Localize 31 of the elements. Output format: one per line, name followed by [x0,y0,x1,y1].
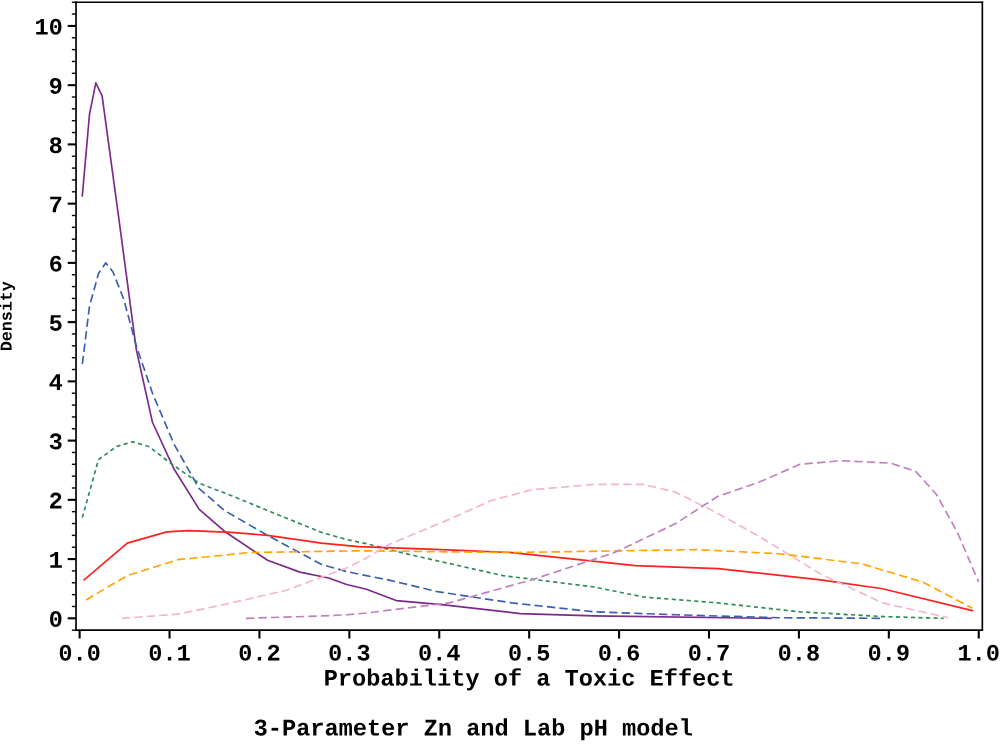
x-tick-label: 0.5 [509,644,550,661]
text: 3-Parameter Zn and Lab pH model [254,718,692,741]
x-axis-title: Probability of a Toxic Effect [325,668,733,691]
x-tick-label: 0.3 [329,644,370,661]
x-tick-label: 1.0 [959,644,999,661]
y-tick-label: 7 [50,196,62,213]
line-series [81,440,945,620]
y-tick-label: 9 [49,77,62,94]
line-series [81,81,772,620]
x-tick-label: 0.1 [149,644,190,661]
x-tick-label: 0.2 [239,644,280,661]
line-series [85,548,974,610]
y-tick-label: 3 [49,433,62,450]
y-tick-label: 8 [49,137,62,154]
y-tick-label: 4 [49,374,63,390]
y-tick-label: 10 [36,18,62,35]
y-tick-label: 6 [50,255,62,272]
x-tick-label: 0.0 [59,644,100,661]
x-tick-label: 0.7 [689,644,729,661]
y-tick-label: 2 [50,492,62,509]
line-series [121,483,949,620]
x-tick-label: 0.8 [779,644,819,661]
y-tick-label: 1 [50,552,62,568]
line-series [83,529,974,612]
line-series [245,459,980,620]
x-tick-label: 0.6 [599,644,640,661]
y-axis-title: Density [0,281,16,351]
y-tick-label: 0 [50,611,62,628]
x-tick-label: 0.9 [868,644,909,661]
x-tick-label: 0.4 [419,644,460,661]
y-tick-label: 5 [49,315,62,331]
